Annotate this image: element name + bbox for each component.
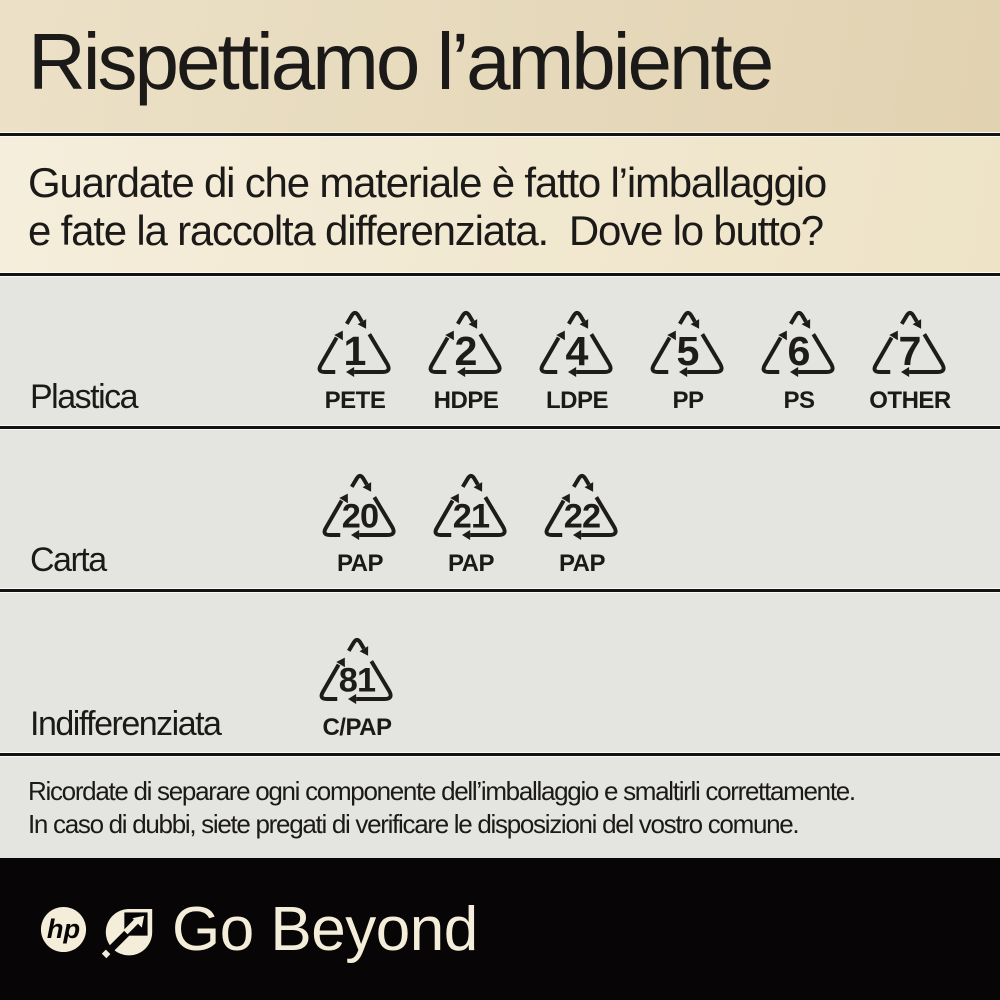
divider xyxy=(0,752,1000,757)
footnote-line-1: Ricordate di separare ogni componente de… xyxy=(28,776,856,806)
section-label-indifferenziata: Indifferenziata xyxy=(30,705,222,743)
intro-line-1: Guardate di che materiale è fatto l’imba… xyxy=(28,159,827,206)
recycle-material-label: PS xyxy=(783,387,815,414)
footnote-band: Ricordate di separare ogni componente de… xyxy=(0,757,1000,858)
plastica-symbol-row: 1 PETE 2 HDPE xyxy=(303,305,962,415)
indifferenziata-symbol-row: 81 C/PAP xyxy=(305,632,409,742)
recycle-code: 21 xyxy=(453,497,490,535)
recycle-triangle-icon: 22 xyxy=(544,473,618,540)
carta-symbol-row: 20 PAP 21 PAP xyxy=(308,468,634,578)
section-label-carta: Carta xyxy=(30,541,107,579)
title-band: Rispettiamo l’ambiente xyxy=(0,0,1000,132)
section-indifferenziata: Indifferenziata 81 C/PAP xyxy=(0,593,1000,752)
recycle-material-label: PP xyxy=(672,387,704,414)
recycle-symbol-pap-21: 21 PAP xyxy=(419,468,523,578)
recycle-symbol-pp: 5 PP xyxy=(636,305,740,415)
recycle-triangle-icon: 20 xyxy=(322,473,396,540)
divider xyxy=(0,132,1000,137)
go-beyond-arrow-icon xyxy=(101,908,153,959)
recycle-symbol-pap-20: 20 PAP xyxy=(308,468,412,578)
recycle-material-label: PAP xyxy=(558,550,606,577)
section-label-plastica: Plastica xyxy=(30,378,139,416)
recycle-triangle-icon: 5 xyxy=(650,310,724,377)
divider xyxy=(0,425,1000,430)
page-title: Rispettiamo l’ambiente xyxy=(28,17,774,106)
recycle-material-label: PAP xyxy=(336,550,384,577)
recycle-triangle-icon: 6 xyxy=(761,310,835,377)
recycle-material-label: C/PAP xyxy=(322,714,392,741)
brand-tagline: Go Beyond xyxy=(172,894,478,964)
recycle-triangle-icon: 2 xyxy=(428,310,502,377)
divider xyxy=(0,588,1000,593)
recycle-material-label: LDPE xyxy=(545,387,609,414)
recycle-code: 6 xyxy=(788,328,811,374)
recycle-material-label: OTHER xyxy=(869,387,951,414)
recycle-material-label: PAP xyxy=(447,550,495,577)
recycle-symbol-hdpe: 2 HDPE xyxy=(414,305,518,415)
recycle-material-label: PETE xyxy=(324,387,386,414)
section-carta: Carta 20 PAP xyxy=(0,430,1000,588)
intro-line-2: e fate la raccolta differenziata. Dove l… xyxy=(28,207,824,254)
recycle-code: 2 xyxy=(455,328,478,374)
recycle-symbol-pap-22: 22 PAP xyxy=(530,468,634,578)
hp-logo-text: hp xyxy=(47,912,80,943)
footnote-line-2: In caso di dubbi, siete pregati di verif… xyxy=(28,809,800,839)
section-plastica: Plastica 1 PETE xyxy=(0,277,1000,425)
recycle-code: 20 xyxy=(342,497,378,535)
intro-band: Guardate di che materiale è fatto l’imba… xyxy=(0,137,1000,272)
recycle-code: 81 xyxy=(339,661,376,699)
recycle-symbol-ps: 6 PS xyxy=(747,305,851,415)
brand-bar: hp Go Beyond xyxy=(0,858,1000,1000)
recycle-triangle-icon: 81 xyxy=(319,637,393,704)
recycle-code: 7 xyxy=(899,328,922,374)
recycle-symbol-ldpe: 4 LDPE xyxy=(525,305,629,415)
recycle-code: 5 xyxy=(677,328,700,374)
recycle-triangle-icon: 1 xyxy=(317,310,391,377)
recycle-code: 1 xyxy=(344,328,367,374)
recycle-code: 4 xyxy=(566,328,589,374)
recycle-symbol-pete: 1 PETE xyxy=(303,305,407,415)
recycle-symbol-cpap-81: 81 C/PAP xyxy=(305,632,409,742)
divider xyxy=(0,272,1000,277)
recycle-triangle-icon: 4 xyxy=(539,310,613,377)
hp-logo-icon: hp xyxy=(40,906,87,952)
recycle-material-label: HDPE xyxy=(433,387,499,414)
recycle-triangle-icon: 7 xyxy=(872,310,946,377)
recycle-symbol-other: 7 OTHER xyxy=(858,305,962,415)
recycle-code: 22 xyxy=(564,497,600,535)
recycle-triangle-icon: 21 xyxy=(433,473,507,540)
